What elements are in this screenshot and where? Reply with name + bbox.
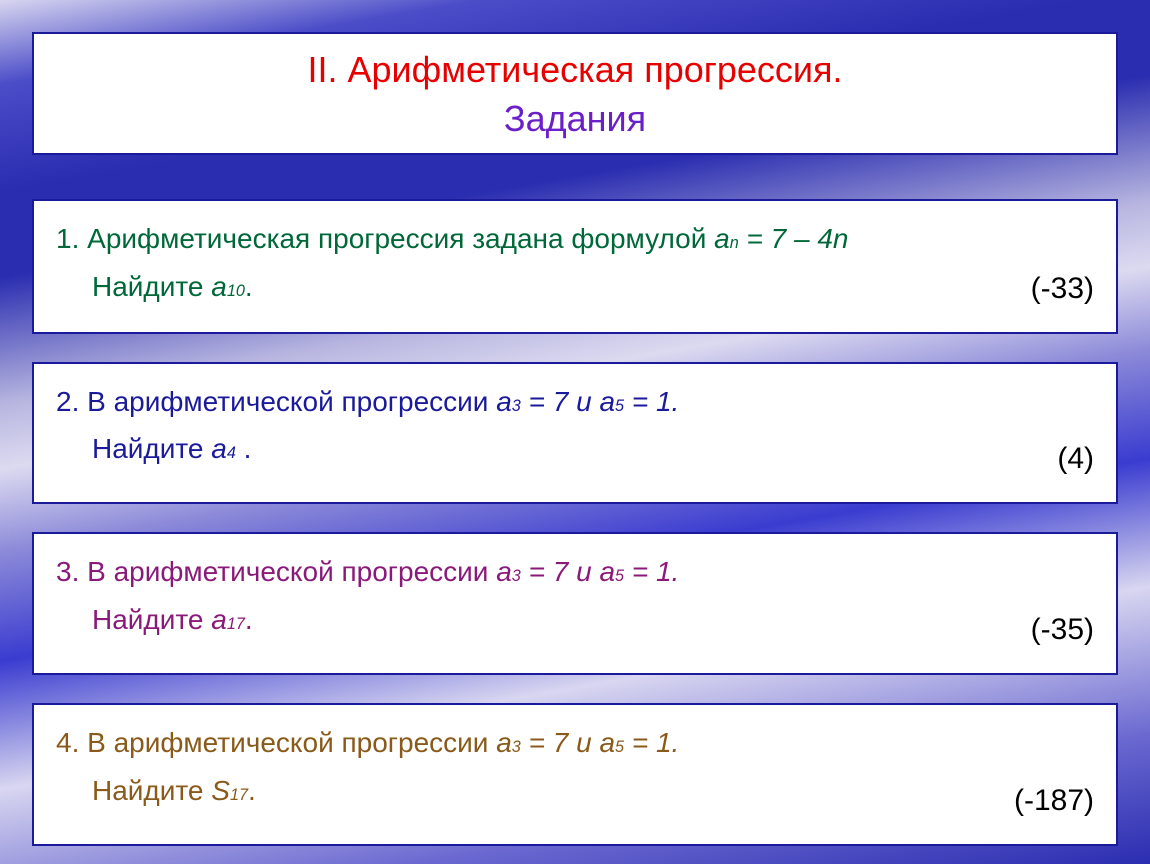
find-label: Найдите	[92, 433, 211, 464]
find-label: Найдите	[92, 271, 211, 302]
task-text: В арифметической прогрессии	[87, 556, 496, 587]
task-tail: = 7 – 4n	[739, 223, 849, 254]
task-2-box: 2. В арифметической прогрессии a3 = 7 и …	[32, 362, 1118, 505]
task-text-b: = 7 и	[521, 556, 600, 587]
task-var: a	[496, 386, 512, 417]
task-text: Арифметическая прогрессия задана формуло…	[87, 223, 714, 254]
find-label: Найдите	[92, 775, 211, 806]
find-var: a	[211, 433, 227, 464]
task-sub-b: 5	[615, 397, 624, 415]
task-var: a	[714, 223, 730, 254]
task-text: В арифметической прогрессии	[87, 386, 496, 417]
task-sub: 3	[512, 397, 521, 415]
find-var: S	[211, 775, 230, 806]
task-4-box: 4. В арифметической прогрессии a3 = 7 и …	[32, 703, 1118, 846]
task-4-line1: 4. В арифметической прогрессии a3 = 7 и …	[56, 719, 1094, 767]
task-3-answer: (-35)	[1031, 604, 1094, 655]
task-var-b: a	[599, 386, 615, 417]
task-var: a	[496, 556, 512, 587]
find-var: a	[211, 271, 227, 302]
task-sub-b: 5	[615, 738, 624, 756]
task-text: В арифметической прогрессии	[87, 727, 496, 758]
find-sub: 17	[227, 615, 245, 633]
find-tail: .	[245, 604, 253, 635]
find-tail: .	[248, 775, 256, 806]
task-text-c: = 1.	[624, 556, 679, 587]
task-3-line2: Найдите a17.	[56, 596, 1094, 644]
task-text-b: = 7 и	[521, 727, 600, 758]
task-var-b: a	[599, 556, 615, 587]
find-tail: .	[236, 433, 252, 464]
task-text-c: = 1.	[624, 386, 679, 417]
task-1-answer: (-33)	[1031, 263, 1094, 314]
task-text-c: = 1.	[624, 727, 679, 758]
task-4-line2: Найдите S17.	[56, 767, 1094, 815]
task-sub: n	[730, 234, 739, 252]
find-tail: .	[245, 271, 253, 302]
task-num: 3.	[56, 556, 79, 587]
task-2-line2: Найдите a4 .	[56, 425, 1094, 473]
find-sub: 10	[227, 282, 245, 300]
task-num: 2.	[56, 386, 79, 417]
task-3-line1: 3. В арифметической прогрессии a3 = 7 и …	[56, 548, 1094, 596]
task-var-b: a	[599, 727, 615, 758]
task-2-line1: 2. В арифметической прогрессии a3 = 7 и …	[56, 378, 1094, 426]
find-sub: 17	[230, 786, 248, 804]
find-var: a	[211, 604, 227, 635]
header-title-line1: II. Арифметическая прогрессия.	[54, 46, 1096, 95]
task-3-box: 3. В арифметической прогрессии a3 = 7 и …	[32, 532, 1118, 675]
find-label: Найдите	[92, 604, 211, 635]
task-num: 4.	[56, 727, 79, 758]
find-sub: 4	[227, 444, 236, 462]
task-find: Найдите a10.	[56, 271, 253, 302]
task-1-box: 1. Арифметическая прогрессия задана форм…	[32, 199, 1118, 334]
task-4-answer: (-187)	[1014, 775, 1094, 826]
task-text-b: = 7 и	[521, 386, 600, 417]
task-1-line1: 1. Арифметическая прогрессия задана форм…	[56, 215, 1094, 263]
task-var: a	[496, 727, 512, 758]
header-box: II. Арифметическая прогрессия. Задания	[32, 32, 1118, 155]
task-sub: 3	[512, 567, 521, 585]
task-1-line2: Найдите a10. (-33)	[56, 263, 1094, 311]
task-num: 1.	[56, 223, 79, 254]
task-sub: 3	[512, 738, 521, 756]
task-sub-b: 5	[615, 567, 624, 585]
header-title-line2: Задания	[54, 95, 1096, 144]
task-2-answer: (4)	[1057, 433, 1094, 484]
